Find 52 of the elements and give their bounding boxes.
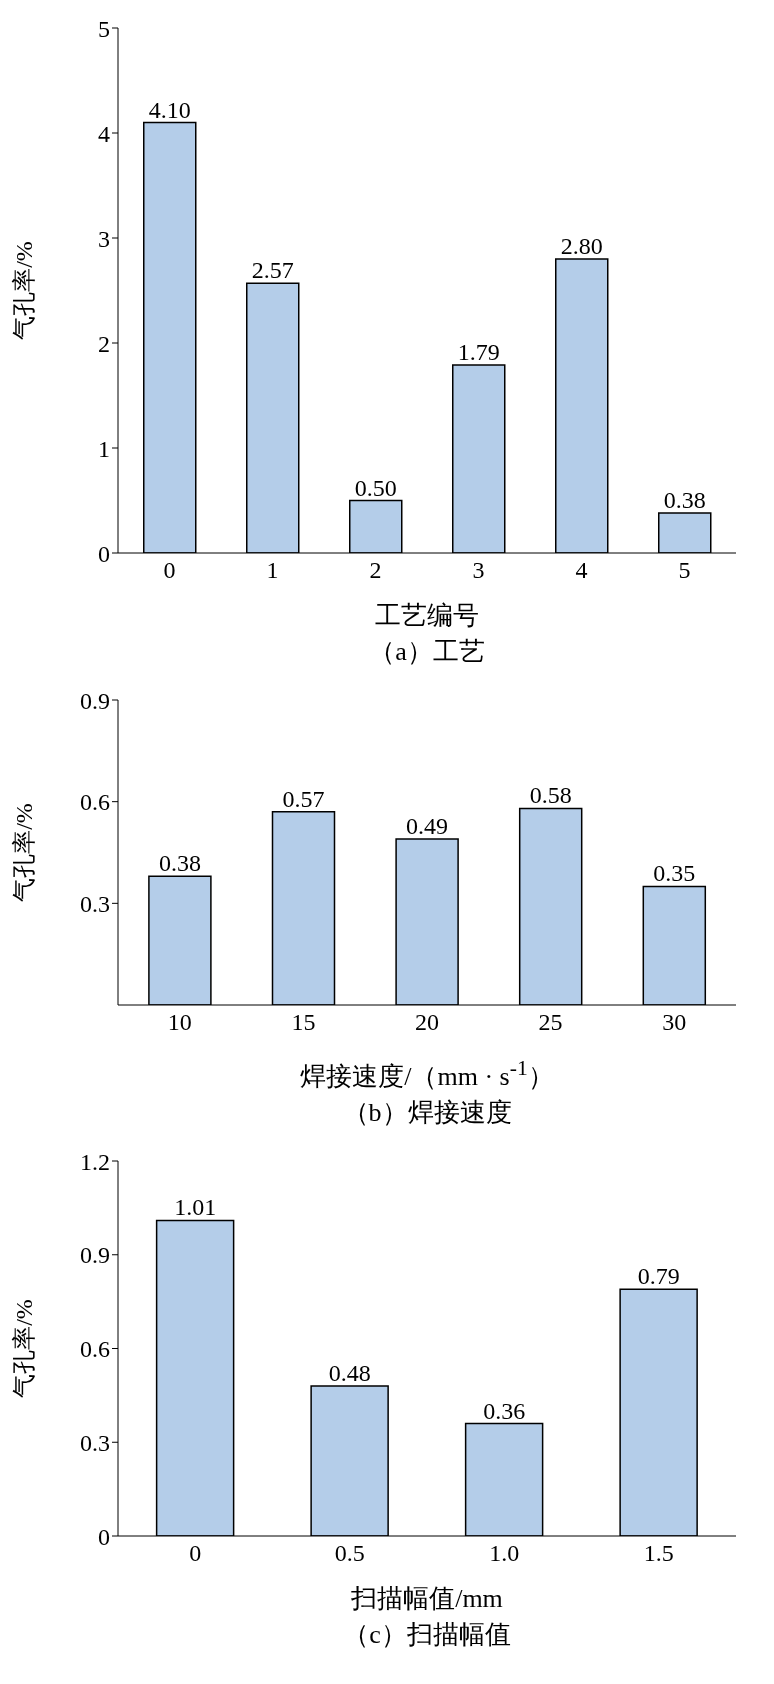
data-label: 0.49 — [406, 812, 449, 839]
x-tick-label: 1.5 — [643, 1539, 674, 1566]
data-label: 2.57 — [251, 257, 294, 284]
y-tick-label: 5 — [98, 15, 110, 42]
x-tick-label: 10 — [167, 1009, 192, 1036]
x-tick-label: 1 — [266, 557, 279, 584]
x-tick-label: 0 — [163, 557, 176, 584]
y-tick-label: 2 — [98, 330, 110, 357]
data-label: 0.38 — [663, 487, 706, 514]
text: （a）工艺 — [368, 636, 486, 668]
x-axis-title: 焊接速度/（mm · s$^{-1}$） — [299, 1055, 555, 1093]
data-label: 4.10 — [148, 96, 191, 123]
data-label: 0.35 — [653, 860, 696, 887]
y-axis-title: 气孔率/% — [10, 803, 37, 902]
y-tick-label: 1 — [98, 435, 110, 462]
x-tick-label: 30 — [662, 1009, 687, 1036]
x-tick-label: 5 — [678, 557, 691, 584]
x-tick-label: 1.0 — [489, 1539, 520, 1566]
data-label: 0.38 — [158, 850, 201, 877]
y-tick-label: 0 — [98, 540, 110, 567]
data-label: 0.79 — [637, 1262, 680, 1289]
x-tick-label: 3 — [472, 557, 485, 584]
data-label: 0.36 — [483, 1397, 526, 1424]
x-axis-title: 扫描幅值/mm — [350, 1582, 504, 1615]
data-label: 2.80 — [560, 233, 603, 259]
data-label: 0.58 — [529, 782, 572, 809]
y-tick-label: 1.2 — [80, 1148, 110, 1175]
data-label: 1.79 — [457, 339, 500, 366]
x-tick-label: 0 — [189, 1539, 202, 1566]
data-label: 0.48 — [328, 1359, 371, 1386]
y-tick-label: 0.6 — [80, 789, 110, 816]
y-axis-title: 气孔率/% — [10, 1298, 37, 1398]
y-tick-label: 4 — [98, 120, 110, 147]
y-tick-label: 3 — [98, 225, 110, 252]
y-tick-label: 0.3 — [80, 1429, 110, 1456]
x-tick-label: 20 — [415, 1009, 439, 1036]
x-tick-label: 2 — [369, 557, 382, 584]
y-tick-label: 0.6 — [80, 1335, 110, 1362]
x-tick-label: 0.5 — [334, 1539, 365, 1566]
y-tick-label: 0.9 — [80, 1241, 110, 1268]
text: （c）扫描幅值 — [342, 1618, 512, 1651]
x-tick-label: 4 — [575, 557, 588, 584]
y-tick-label: 0.9 — [80, 687, 110, 714]
text: （b）焊接速度 — [341, 1096, 513, 1129]
y-axis-title: 气孔率/% — [10, 241, 37, 340]
x-axis-title: 工艺编号 — [374, 600, 480, 632]
x-tick-label: 25 — [538, 1009, 563, 1036]
data-label: 0.57 — [282, 785, 325, 812]
data-label: 1.01 — [174, 1194, 217, 1221]
x-tick-label: 15 — [291, 1009, 316, 1036]
data-label: 0.50 — [354, 474, 397, 501]
y-tick-label: 0.3 — [80, 890, 110, 917]
